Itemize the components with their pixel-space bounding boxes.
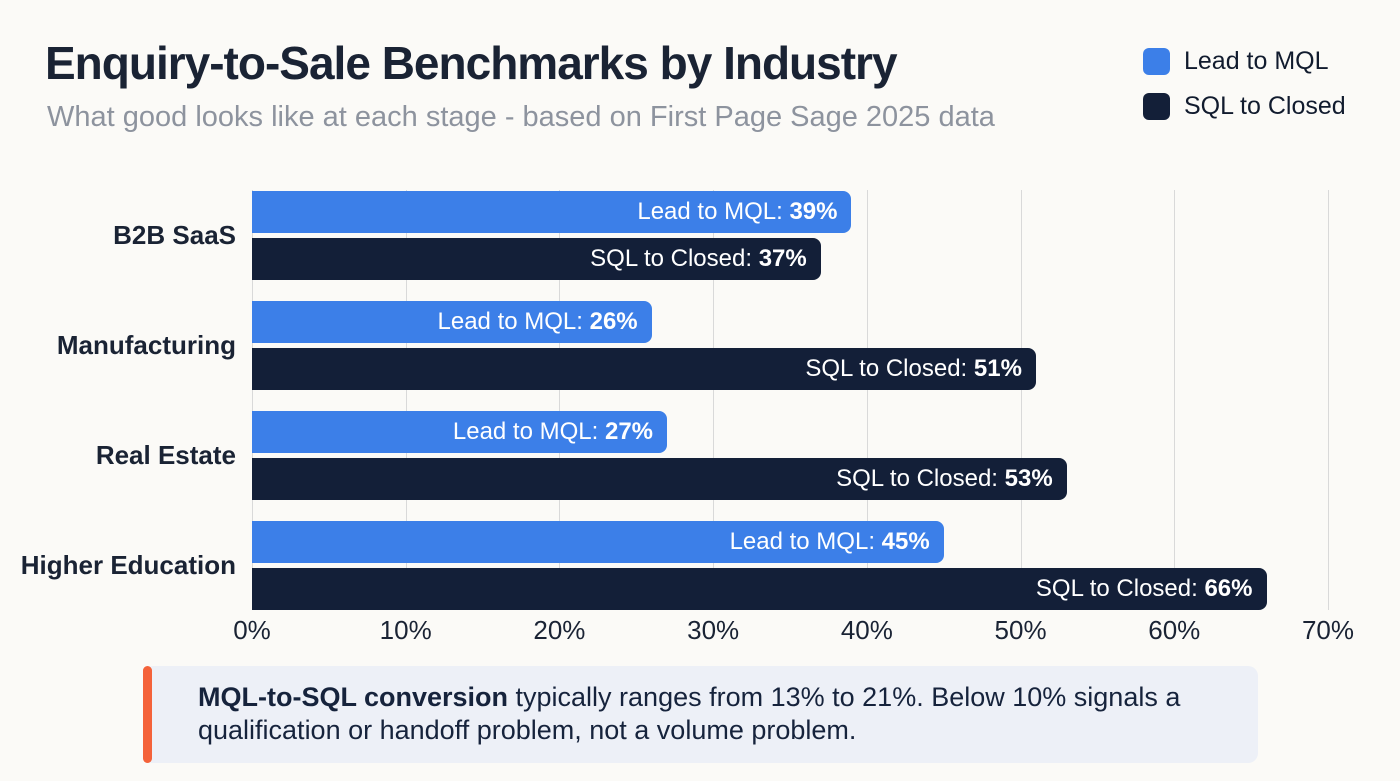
gridline-10% [405, 190, 407, 610]
bar-value-label: Lead to MQL: 45% [729, 528, 930, 555]
bar-value-label: SQL to Closed: 66% [1035, 575, 1253, 602]
bar-sql-to-closed-real-estate: SQL to Closed: 53% [252, 458, 1067, 500]
gridline-30% [713, 190, 715, 610]
bar-sql-to-closed-higher-education: SQL to Closed: 66% [252, 568, 1267, 610]
bar-value-label: SQL to Closed: 53% [836, 465, 1053, 492]
bar-value-label: SQL to Closed: 51% [805, 355, 1022, 382]
gridline-70% [1328, 190, 1329, 610]
insight-callout: MQL-to-SQL conversion typically ranges f… [143, 666, 1258, 763]
gridline-60% [1174, 190, 1176, 610]
legend-item-lead-to-mql: Lead to MQL [1143, 47, 1346, 76]
bar-value-label: SQL to Closed: 37% [590, 245, 807, 272]
x-tick-30%: 30% [687, 615, 740, 645]
x-tick-10%: 10% [379, 615, 432, 645]
x-tick-0%: 0% [233, 615, 271, 645]
legend: Lead to MQL SQL to Closed [1143, 47, 1346, 137]
legend-label: Lead to MQL [1184, 47, 1329, 75]
gridline-0% [252, 190, 253, 610]
gridline-50% [1020, 190, 1022, 610]
bar-value-label: Lead to MQL: 27% [452, 418, 654, 445]
category-label-higher-education: Higher Education [20, 550, 236, 580]
gridline-20% [559, 190, 561, 610]
category-label-real-estate: Real Estate [95, 440, 236, 470]
bar-value-label: Lead to MQL: 39% [637, 198, 838, 225]
plot-area: Lead to MQL: 39% SQL to Closed: 37% Lead t… [252, 190, 1329, 610]
category-label-b2b-saas: B2B SaaS [113, 220, 236, 250]
x-tick-60%: 60% [1148, 615, 1201, 645]
bar-lead-to-mql-real-estate: Lead to MQL: 27% [252, 411, 668, 453]
bar-lead-to-mql-b2b-saas: Lead to MQL: 39% [252, 191, 852, 233]
callout-body-text: typically ranges from 13% to 21%. Below … [198, 682, 1181, 745]
legend-label: SQL to Closed [1184, 92, 1346, 120]
x-tick-40%: 40% [840, 615, 893, 645]
legend-swatch-icon [1143, 93, 1170, 120]
x-tick-20%: 20% [533, 615, 586, 645]
legend-item-sql-to-closed: SQL to Closed [1143, 92, 1346, 121]
bar-value-label: Lead to MQL: 26% [437, 308, 638, 335]
category-label-manufacturing: Manufacturing [56, 330, 236, 360]
callout-accent-bar [143, 666, 152, 763]
gridline-40% [866, 190, 868, 610]
chart-subtitle: What good looks like at each stage - bas… [47, 101, 995, 133]
callout-bold-text: MQL-to-SQL conversion [198, 682, 509, 712]
bar-sql-to-closed-b2b-saas: SQL to Closed: 37% [252, 238, 821, 280]
chart-title: Enquiry-to-Sale Benchmarks by Industry [45, 37, 898, 89]
legend-swatch-icon [1143, 48, 1170, 75]
x-tick-50%: 50% [994, 615, 1047, 645]
callout-text: MQL-to-SQL conversion typically ranges f… [198, 681, 1236, 746]
x-tick-70%: 70% [1301, 615, 1355, 645]
bar-lead-to-mql-manufacturing: Lead to MQL: 26% [252, 301, 652, 343]
bar-sql-to-closed-manufacturing: SQL to Closed: 51% [252, 348, 1036, 390]
bar-lead-to-mql-higher-education: Lead to MQL: 45% [252, 521, 944, 563]
